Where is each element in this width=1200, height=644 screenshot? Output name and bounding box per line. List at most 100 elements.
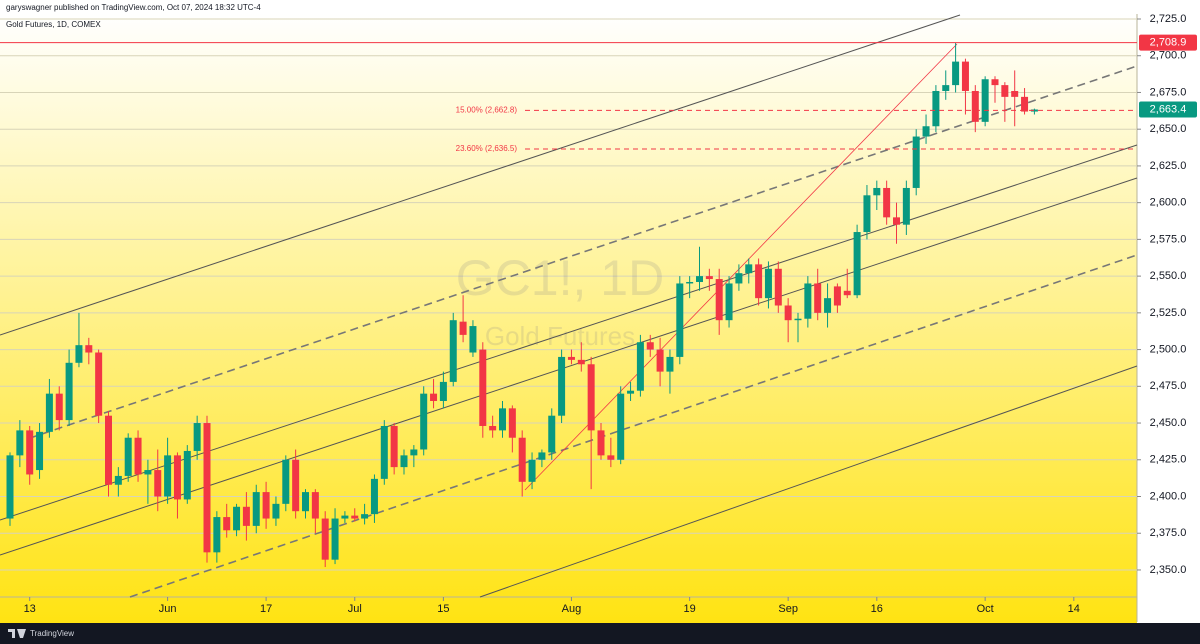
candle-body [331,518,339,560]
candle-body [65,362,73,421]
candle-body [745,264,753,274]
candle-body [912,136,920,188]
candle-body [784,305,792,321]
candle-body [223,517,231,531]
candle-body [302,492,309,512]
candle-body [558,356,566,416]
candle-body [105,415,112,485]
watermark: GC1!, 1D [456,250,664,306]
candle-body [538,452,546,460]
candle-body [617,393,625,460]
candle-body [439,381,447,402]
y-tick-label: 2,525.0 [1150,307,1187,319]
candle-body [380,425,388,479]
y-tick-label: 2,350.0 [1150,564,1187,576]
candle-body [95,352,103,416]
footer-bar [0,623,1200,644]
candle-body [853,232,861,296]
candle-body [804,283,812,319]
candle-body [262,492,270,519]
candle-body [1011,90,1019,97]
x-tick-label: 13 [24,603,36,615]
candle-body [242,506,250,526]
x-tick-label: Jul [348,603,362,615]
candle-body [26,430,34,475]
x-tick-label: Aug [562,603,582,615]
candle-body [124,437,132,476]
candle-body [282,459,290,504]
candle-body [351,515,359,519]
y-tick-label: 2,550.0 [1150,270,1187,282]
candle-body [843,290,851,296]
candle-body [705,276,713,280]
candle-body [676,283,684,357]
candle-body [587,364,595,431]
candle-body [961,61,969,91]
y-tick-label: 2,625.0 [1150,160,1187,172]
candle-body [114,475,122,485]
y-tick-label: 2,400.0 [1150,490,1187,502]
candle-body [548,415,556,453]
candle-body [735,273,743,284]
y-tick-label: 2,500.0 [1150,343,1187,355]
candle-body [272,503,280,519]
trend-line [129,254,1138,598]
x-tick-label: Sep [778,603,798,615]
candle-body [873,187,881,196]
candle-body [183,450,191,500]
watermark-subtitle: Gold Futures [485,321,635,351]
candle-body [449,320,457,382]
candle-body [311,492,319,519]
price-label: 2,708.9 [1150,37,1187,49]
candle-body [459,321,467,335]
candle-body [420,393,428,450]
candle-body [764,268,772,299]
candle-body [794,318,802,321]
candle-body [85,345,93,353]
candle-body [666,356,674,372]
candle-body [144,470,152,475]
candle-body [902,187,910,225]
candle-body [1001,85,1009,97]
symbol-info: Gold Futures, 1D, COMEX [6,20,101,29]
candle-body [863,195,871,233]
logo [8,629,26,638]
y-tick-label: 2,650.0 [1150,123,1187,135]
candle-body [499,408,506,431]
y-tick-label: 2,575.0 [1150,233,1187,245]
candle-body [390,425,398,468]
x-tick-label: 17 [260,603,272,615]
last-price-box [1139,101,1197,118]
candle-body [646,342,654,350]
candle-body [893,217,900,225]
header-bar [0,0,1200,14]
candle-body [134,437,142,475]
candle-body [370,478,378,515]
candle-body [252,492,260,526]
candle-body [597,430,605,456]
candle-body [154,470,162,497]
candle-body [814,283,822,313]
candle-body [636,342,644,391]
candle-body [164,455,172,497]
candle-body [518,437,526,482]
candle-body [410,449,418,456]
x-tick-label: 16 [871,603,883,615]
candle-body [725,283,733,321]
candle-body [36,431,44,471]
candle-body [321,518,329,560]
candle-body [489,425,497,431]
candle-body [656,349,664,372]
candle-body [922,126,930,137]
candle-body [6,455,14,519]
candle-body [981,79,989,122]
candle-body [686,281,694,284]
y-tick-label: 2,450.0 [1150,417,1187,429]
x-tick-label: Oct [977,603,994,615]
plot-background [0,14,1137,624]
x-tick-label: 19 [684,603,696,615]
candle-body [715,279,723,321]
candle-body [400,455,408,468]
candle-body [528,459,536,482]
